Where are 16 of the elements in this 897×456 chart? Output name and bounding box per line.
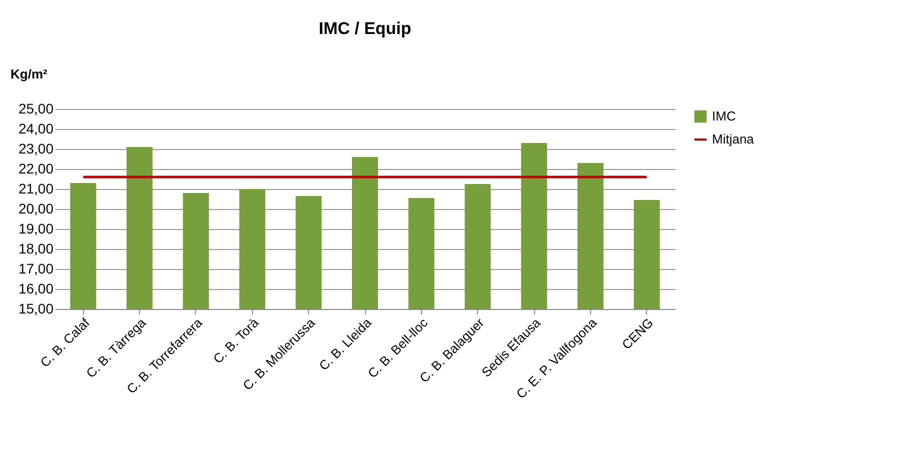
y-tick-label: 21,00 [18,180,54,196]
y-tick-label: 19,00 [18,220,54,236]
y-tick-label: 25,00 [18,100,54,116]
y-tick-label: 24,00 [18,120,54,136]
y-tick-label: 15,00 [18,300,54,316]
chart-title: IMC / Equip [318,19,412,38]
y-axis-title: Kg/m² [10,66,48,82]
x-tick-label: C. B. Torà [210,314,262,366]
y-tick-label: 23,00 [18,140,54,156]
legend-label: Mitjana [712,132,755,146]
y-tick-label: 22,00 [18,160,54,176]
y-tick-label: 17,00 [18,260,54,276]
legend-label: IMC [712,108,736,124]
y-tick-label: 20,00 [18,200,54,216]
y-tick-label: 16,00 [18,280,54,296]
y-tick-label: 18,00 [18,240,54,256]
